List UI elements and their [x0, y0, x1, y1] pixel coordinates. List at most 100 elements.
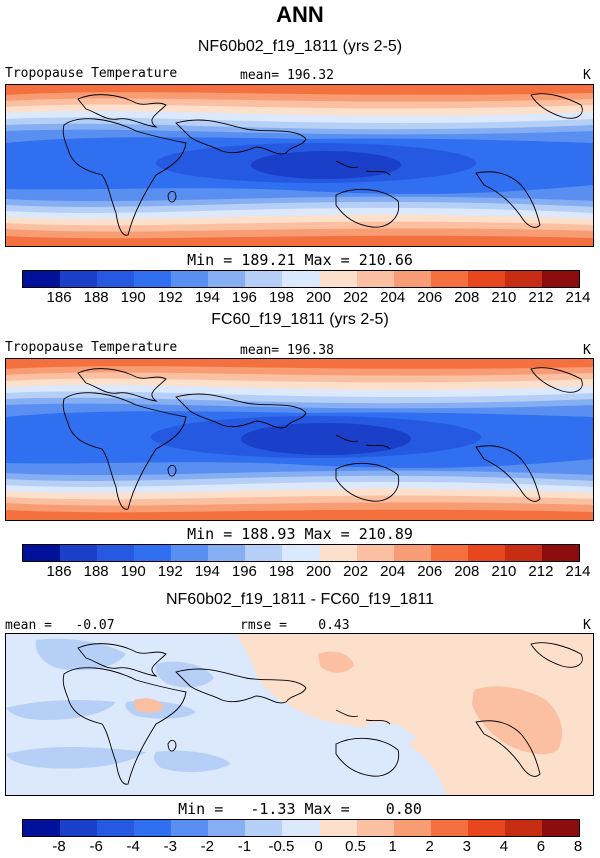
- colorbar-tick-label: 3: [462, 838, 471, 855]
- panel2-field-label: Tropopause Temperature: [5, 340, 178, 355]
- colorbar-swatch: [541, 271, 579, 287]
- colorbar-tick-label: 188: [83, 289, 109, 306]
- colorbar-tick-label: 190: [120, 289, 146, 306]
- colorbar-swatch: [245, 820, 283, 836]
- colorbar-swatch: [97, 820, 135, 836]
- colorbar-tick-label: 6: [536, 838, 546, 855]
- colorbar-tick-label: 4: [499, 838, 509, 855]
- colorbar-swatch: [504, 271, 542, 287]
- colorbar-tick-label: 214: [565, 563, 591, 580]
- colorbar-tick-label: 212: [528, 289, 554, 306]
- colorbar-swatch: [282, 545, 320, 561]
- colorbar-swatch: [282, 271, 320, 287]
- colorbar-swatch: [171, 545, 209, 561]
- colorbar-swatch: [208, 820, 246, 836]
- colorbar-swatch: [467, 545, 505, 561]
- colorbar-swatch: [97, 545, 135, 561]
- colorbar-swatch: [430, 271, 468, 287]
- panel2-colorbar: [22, 544, 580, 562]
- colorbar-tick-label: 200: [306, 563, 332, 580]
- colorbar-tick-label: 198: [268, 289, 294, 306]
- colorbar-tick-label: 194: [194, 563, 220, 580]
- panel2-title: FC60_f19_1811 (yrs 2-5): [211, 311, 389, 328]
- panel3-map: [5, 633, 594, 796]
- colorbar-swatch: [60, 545, 98, 561]
- colorbar-swatch: [171, 820, 209, 836]
- colorbar-tick-label: 192: [157, 563, 183, 580]
- panel3-title: NF60b02_f19_1811 - FC60_f19_1811: [165, 591, 435, 608]
- colorbar-swatch: [282, 820, 320, 836]
- colorbar-tick-label: 208: [454, 289, 480, 306]
- panel1-units: K: [583, 68, 591, 83]
- panel2-colorbar-ticks: 186 188 190 192 194 196 198 200 202 204 206 208 210 2…: [22, 563, 591, 581]
- colorbar-tick-label: 190: [120, 563, 146, 580]
- colorbar-tick-label: 186: [46, 289, 72, 306]
- panel1-field-label: Tropopause Temperature: [5, 66, 178, 81]
- panel3-colorbar: [22, 819, 580, 837]
- colorbar-swatch: [541, 820, 579, 836]
- panel3-minmax: Min = -1.33 Max = 0.80: [178, 800, 422, 818]
- colorbar-swatch: [208, 271, 246, 287]
- colorbar-tick-label: -8: [52, 838, 66, 855]
- colorbar-swatch: [134, 820, 172, 836]
- colorbar-swatch: [60, 271, 98, 287]
- colorbar-swatch: [504, 820, 542, 836]
- colorbar-swatch: [467, 271, 505, 287]
- colorbar-swatch: [134, 545, 172, 561]
- colorbar-swatch: [319, 820, 357, 836]
- colorbar-swatch: [430, 545, 468, 561]
- panel1-colorbar-ticks: 186 188 190 192 194 196 198 200 202 204 206 208 210 2…: [22, 289, 591, 307]
- colorbar-swatch: [393, 820, 431, 836]
- colorbar-tick-label: 202: [343, 289, 369, 306]
- colorbar-tick-label: -6: [89, 838, 103, 855]
- colorbar-swatch: [208, 545, 246, 561]
- colorbar-tick-label: -4: [126, 838, 140, 855]
- colorbar-tick-label: 196: [231, 289, 257, 306]
- colorbar-tick-label: 0.5: [345, 838, 367, 855]
- colorbar-swatch: [356, 820, 394, 836]
- colorbar-swatch: [97, 271, 135, 287]
- colorbar-tick-label: 212: [528, 563, 554, 580]
- colorbar-tick-label: 8: [573, 838, 583, 855]
- colorbar-tick-label: 210: [491, 289, 517, 306]
- panel3-rmse: rmse = 0.43: [240, 618, 350, 633]
- colorbar-swatch: [356, 271, 394, 287]
- colorbar-swatch: [245, 271, 283, 287]
- colorbar-tick-label: 206: [417, 289, 443, 306]
- colorbar-tick-label: 198: [268, 563, 294, 580]
- colorbar-tick-label: 192: [157, 289, 183, 306]
- colorbar-swatch: [23, 820, 61, 836]
- colorbar-swatch: [319, 271, 357, 287]
- colorbar-swatch: [134, 271, 172, 287]
- colorbar-tick-label: 188: [83, 563, 109, 580]
- colorbar-swatch: [23, 271, 61, 287]
- colorbar-tick-label: 194: [194, 289, 220, 306]
- colorbar-tick-label: 204: [380, 289, 406, 306]
- page-title: ANN: [276, 2, 324, 27]
- colorbar-swatch: [467, 820, 505, 836]
- panel1-minmax: Min = 189.21 Max = 210.66: [187, 251, 413, 269]
- colorbar-tick-label: -3: [163, 838, 177, 855]
- colorbar-tick-label: 202: [343, 563, 369, 580]
- panel1-mean: mean= 196.32: [240, 68, 334, 83]
- colorbar-swatch: [541, 545, 579, 561]
- colorbar-swatch: [504, 545, 542, 561]
- colorbar-tick-label: -0.5: [268, 838, 295, 855]
- colorbar-tick-label: 214: [565, 289, 591, 306]
- colorbar-swatch: [356, 545, 394, 561]
- colorbar-tick-label: 210: [491, 563, 517, 580]
- colorbar-swatch: [393, 545, 431, 561]
- panel3-mean: mean = -0.07: [5, 618, 115, 633]
- panel1-map: [5, 84, 594, 247]
- panel2-map: [5, 358, 594, 521]
- colorbar-tick-label: 208: [454, 563, 480, 580]
- panel2-units: K: [583, 343, 591, 358]
- colorbar-swatch: [430, 820, 468, 836]
- colorbar-tick-label: 206: [417, 563, 443, 580]
- panel3-units: K: [583, 618, 591, 633]
- colorbar-swatch: [393, 271, 431, 287]
- colorbar-swatch: [245, 545, 283, 561]
- colorbar-tick-label: -2: [200, 838, 214, 855]
- colorbar-swatch: [23, 545, 61, 561]
- colorbar-tick-label: -1: [237, 838, 252, 855]
